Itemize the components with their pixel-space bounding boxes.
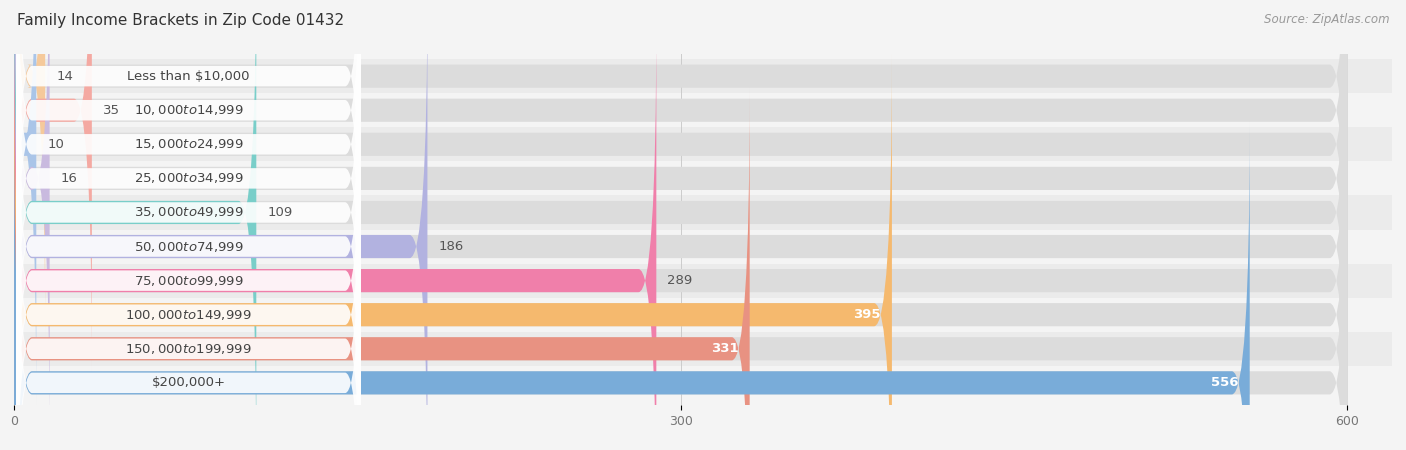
Text: 186: 186: [439, 240, 464, 253]
Bar: [14, 297, 1392, 332]
FancyBboxPatch shape: [14, 0, 1347, 371]
FancyBboxPatch shape: [17, 0, 361, 305]
FancyBboxPatch shape: [17, 0, 361, 441]
FancyBboxPatch shape: [17, 86, 361, 450]
Bar: [14, 127, 1392, 162]
Text: Source: ZipAtlas.com: Source: ZipAtlas.com: [1264, 14, 1389, 27]
Text: Family Income Brackets in Zip Code 01432: Family Income Brackets in Zip Code 01432: [17, 14, 344, 28]
Bar: [14, 366, 1392, 400]
Text: $75,000 to $99,999: $75,000 to $99,999: [134, 274, 243, 288]
FancyBboxPatch shape: [14, 0, 49, 439]
FancyBboxPatch shape: [14, 0, 1347, 439]
Text: $25,000 to $34,999: $25,000 to $34,999: [134, 171, 243, 185]
FancyBboxPatch shape: [17, 18, 361, 450]
FancyBboxPatch shape: [17, 52, 361, 450]
Bar: [14, 264, 1392, 297]
Text: $35,000 to $49,999: $35,000 to $49,999: [134, 206, 243, 220]
FancyBboxPatch shape: [14, 0, 1347, 450]
FancyBboxPatch shape: [17, 0, 361, 338]
FancyBboxPatch shape: [14, 88, 749, 450]
Text: $150,000 to $199,999: $150,000 to $199,999: [125, 342, 252, 356]
FancyBboxPatch shape: [17, 121, 361, 450]
FancyBboxPatch shape: [14, 88, 1347, 450]
Bar: [14, 195, 1392, 230]
FancyBboxPatch shape: [14, 0, 1347, 450]
Bar: [14, 332, 1392, 366]
Bar: [14, 59, 1392, 93]
Text: 10: 10: [48, 138, 65, 151]
Bar: [14, 162, 1392, 195]
FancyBboxPatch shape: [14, 122, 1250, 450]
Text: 556: 556: [1211, 376, 1239, 389]
Text: $10,000 to $14,999: $10,000 to $14,999: [134, 103, 243, 117]
Text: 109: 109: [267, 206, 292, 219]
FancyBboxPatch shape: [14, 0, 37, 405]
FancyBboxPatch shape: [14, 20, 657, 450]
Text: 35: 35: [103, 104, 120, 117]
FancyBboxPatch shape: [14, 0, 427, 450]
Text: 331: 331: [711, 342, 738, 355]
FancyBboxPatch shape: [14, 0, 1347, 337]
FancyBboxPatch shape: [17, 0, 361, 373]
Text: 289: 289: [668, 274, 693, 287]
Bar: [14, 230, 1392, 264]
Text: Less than $10,000: Less than $10,000: [128, 70, 250, 83]
FancyBboxPatch shape: [14, 20, 1347, 450]
FancyBboxPatch shape: [14, 0, 256, 450]
Text: 14: 14: [56, 70, 73, 83]
Text: $15,000 to $24,999: $15,000 to $24,999: [134, 137, 243, 151]
Text: $200,000+: $200,000+: [152, 376, 225, 389]
FancyBboxPatch shape: [17, 154, 361, 450]
FancyBboxPatch shape: [14, 122, 1347, 450]
Text: 395: 395: [853, 308, 880, 321]
FancyBboxPatch shape: [14, 0, 91, 371]
FancyBboxPatch shape: [17, 0, 361, 407]
FancyBboxPatch shape: [14, 0, 1347, 405]
Text: $50,000 to $74,999: $50,000 to $74,999: [134, 239, 243, 253]
FancyBboxPatch shape: [14, 0, 45, 337]
Text: $100,000 to $149,999: $100,000 to $149,999: [125, 308, 252, 322]
Text: 16: 16: [60, 172, 77, 185]
FancyBboxPatch shape: [14, 54, 891, 450]
Bar: [14, 93, 1392, 127]
FancyBboxPatch shape: [14, 54, 1347, 450]
